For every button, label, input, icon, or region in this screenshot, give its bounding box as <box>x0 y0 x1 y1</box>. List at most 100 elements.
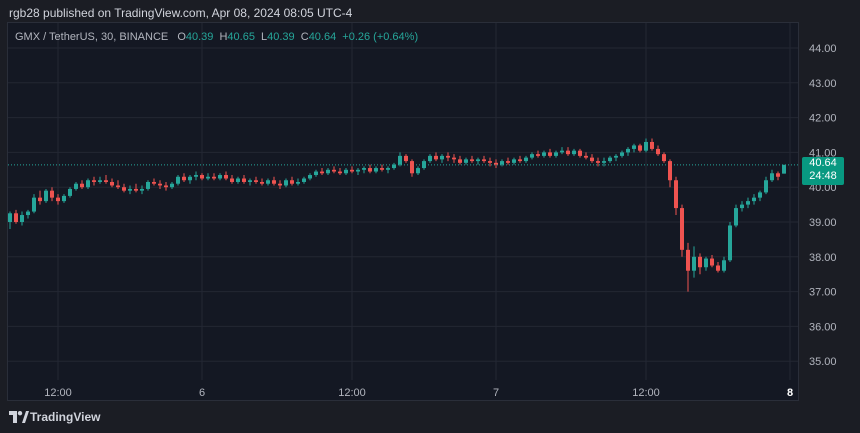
candle-body <box>332 169 336 172</box>
candle-body <box>548 152 552 156</box>
candle-body <box>278 183 282 186</box>
candle-body <box>62 195 66 202</box>
candle-body <box>638 145 642 151</box>
candle-body <box>50 190 54 198</box>
candle-body <box>158 183 162 186</box>
candle-body <box>662 154 666 162</box>
candle-body <box>68 188 72 196</box>
candle-body <box>350 169 354 172</box>
candle-body <box>338 171 342 174</box>
candle-body <box>104 180 108 182</box>
candle-body <box>776 173 780 177</box>
candle-body <box>302 178 306 182</box>
y-tick-label: 35.00 <box>809 356 837 368</box>
candle-body <box>560 150 564 153</box>
candle-body <box>740 204 744 209</box>
candle-body <box>134 188 138 191</box>
candle-body <box>344 169 348 174</box>
candle-body <box>80 183 84 188</box>
candle-body <box>596 161 600 163</box>
candle-body <box>236 178 240 182</box>
candle-body <box>674 180 678 209</box>
candle-body <box>530 154 534 158</box>
candle-body <box>716 265 720 271</box>
candle-body <box>470 159 474 162</box>
close-value: 40.64 <box>308 31 337 43</box>
low-value: 40.39 <box>267 31 295 43</box>
candle-body <box>464 159 468 163</box>
candle-body <box>260 181 264 184</box>
candle-body <box>212 176 216 179</box>
candle-body <box>536 154 540 156</box>
candle-body <box>194 175 198 177</box>
candle-body <box>218 175 222 179</box>
candle-body <box>686 249 690 271</box>
high-value: 40.65 <box>227 31 255 43</box>
x-tick-label: 6 <box>199 387 205 399</box>
bar-countdown: 24:48 <box>809 170 837 182</box>
candle-body <box>122 187 126 191</box>
x-tick-label: 8 <box>787 387 793 399</box>
tradingview-logo-icon[interactable] <box>9 411 29 423</box>
candle-body <box>38 197 42 202</box>
x-tick-label: 7 <box>493 387 499 399</box>
candle-body <box>782 164 786 174</box>
candle-body <box>8 213 12 222</box>
last-price-tag: 40.64 24:48 <box>802 157 844 185</box>
tradingview-brand[interactable]: TradingView <box>30 410 101 424</box>
candle-body <box>704 258 708 268</box>
candle-body <box>188 176 192 181</box>
candle-body <box>224 175 228 179</box>
candle-body <box>380 168 384 170</box>
candle-body <box>440 155 444 160</box>
candle-body <box>266 180 270 184</box>
candle-body <box>410 161 414 174</box>
candle-body <box>92 180 96 182</box>
candle-body <box>164 185 168 188</box>
candle-body <box>416 168 420 174</box>
candle-body <box>584 155 588 158</box>
candle-body <box>764 180 768 193</box>
candle-body <box>518 159 522 162</box>
candle-body <box>206 176 210 179</box>
candle-body <box>524 157 528 162</box>
candle-body <box>320 171 324 174</box>
y-tick-label: 37.00 <box>809 287 837 299</box>
publish-info: rgb28 published on TradingView.com, Apr … <box>9 6 353 20</box>
candle-body <box>728 225 732 261</box>
candle-body <box>146 181 150 189</box>
candle-body <box>428 155 432 162</box>
y-tick-label: 41.00 <box>809 147 837 159</box>
candle-body <box>458 159 462 163</box>
candle-body <box>758 192 762 198</box>
candle-body <box>74 183 78 189</box>
candle-body <box>128 188 132 191</box>
candle-body <box>230 178 234 182</box>
candle-body <box>494 162 498 165</box>
candle-body <box>98 180 102 182</box>
candle-body <box>608 157 612 162</box>
candle-body <box>290 180 294 184</box>
y-tick-label: 39.00 <box>809 217 837 229</box>
last-price: 40.64 <box>809 157 837 169</box>
candle-body <box>170 183 174 188</box>
candle-body <box>632 145 636 149</box>
candle-body <box>692 256 696 271</box>
change-value: +0.26 (+0.64%) <box>342 31 419 43</box>
candle-body <box>542 152 546 156</box>
candle-body <box>176 176 180 184</box>
y-tick-label: 44.00 <box>809 43 837 55</box>
candle-body <box>614 155 618 158</box>
candle-body <box>362 168 366 170</box>
candle-body <box>386 168 390 170</box>
candle-body <box>644 141 648 151</box>
candle-body <box>356 169 360 172</box>
candle-body <box>20 215 24 222</box>
candle-body <box>566 150 570 155</box>
candle-body <box>650 141 654 149</box>
candle-body <box>140 188 144 191</box>
y-axis: 44.00 43.00 42.00 41.00 40.00 39.00 38.00 37.00… <box>809 43 837 368</box>
candle-body <box>482 159 486 162</box>
close-label: C <box>300 31 309 43</box>
